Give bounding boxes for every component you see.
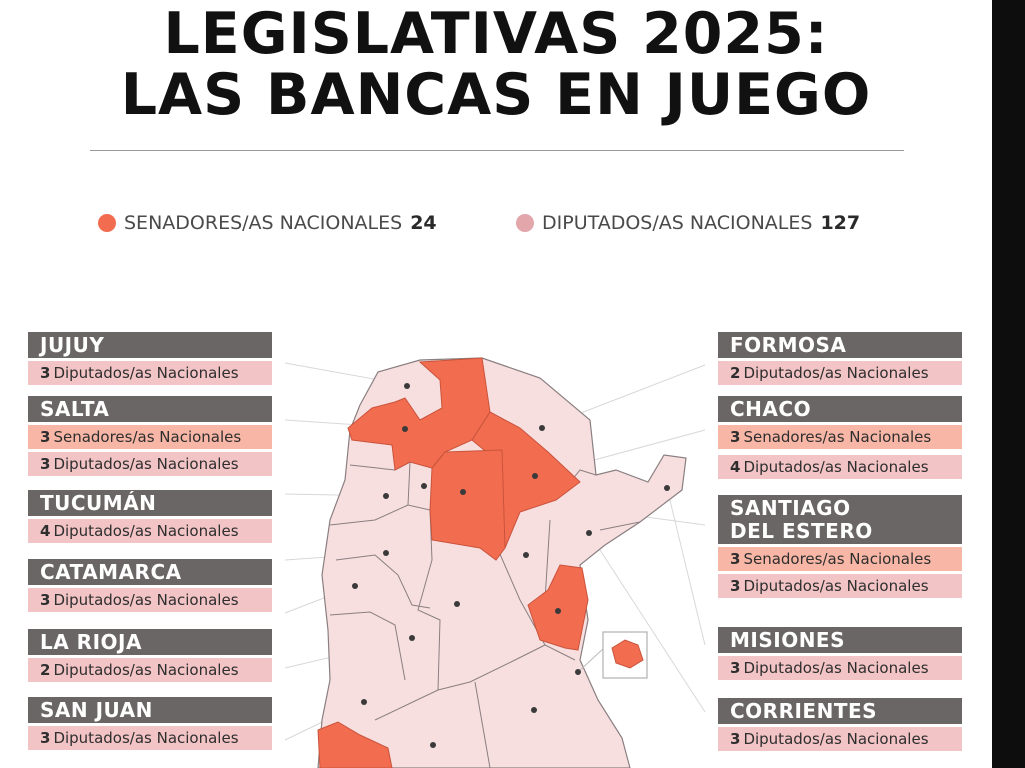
card-chaco-row-senadores: 3 Senadores/as Nacionales [718, 425, 962, 449]
label: Diputados/as Nacionales [743, 730, 929, 748]
label: Diputados/as Nacionales [53, 661, 239, 679]
legend-diputados: DIPUTADOS/AS NACIONALES 127 [516, 211, 860, 235]
caba-inset [577, 631, 648, 679]
card-santiago-row-senadores: 3 Senadores/as Nacionales [718, 547, 962, 571]
card-salta-row-senadores: 3 Senadores/as Nacionales [28, 425, 272, 449]
diputados-dot-icon [516, 214, 534, 232]
card-salta-row-diputados: 3 Diputados/as Nacionales [28, 452, 272, 476]
province-south-shape [317, 721, 393, 768]
title-divider [90, 150, 904, 151]
card-formosa-row-diputados: 2 Diputados/as Nacionales [718, 361, 962, 385]
card-formosa-header: FORMOSA [718, 332, 962, 358]
card-la-rioja-header: LA RIOJA [28, 629, 272, 655]
card-chaco: CHACO 3 Senadores/as Nacionales 4 Diputado… [718, 396, 962, 479]
card-la-rioja-row-diputados: 2 Diputados/as Nacionales [28, 658, 272, 682]
province-entre-rios-shape [527, 564, 589, 651]
count: 3 [40, 591, 51, 609]
capital-dots [352, 383, 670, 748]
senadores-dot-icon [98, 214, 116, 232]
card-salta: SALTA 3 Senadores/as Nacionales 3 Diputado… [28, 396, 272, 476]
count: 3 [730, 577, 741, 595]
card-salta-header: SALTA [28, 396, 272, 422]
label: Diputados/as Nacionales [53, 591, 239, 609]
count: 4 [730, 458, 741, 476]
right-edge-bar [992, 0, 1025, 768]
count: 2 [40, 661, 51, 679]
card-san-juan: SAN JUAN 3 Diputados/as Nacionales [28, 697, 272, 750]
card-tucuman: TUCUMÁN 4 Diputados/as Nacionales [28, 490, 272, 543]
province-chaco-shape [471, 411, 581, 549]
card-corrientes: CORRIENTES 3 Diputados/as Nacionales [718, 698, 962, 751]
card-chaco-header: CHACO [718, 396, 962, 422]
legend-diputados-total: 127 [820, 212, 861, 234]
title-line-2: LAS BANCAS EN JUEGO [120, 62, 872, 128]
count: 3 [40, 729, 51, 747]
count: 3 [40, 455, 51, 473]
label: Senadores/as Nacionales [743, 428, 932, 446]
card-tucuman-header: TUCUMÁN [28, 490, 272, 516]
title-line-1: LEGISLATIVAS 2025: [163, 1, 829, 67]
card-jujuy-header: JUJUY [28, 332, 272, 358]
card-jujuy-row-diputados: 3 Diputados/as Nacionales [28, 361, 272, 385]
card-san-juan-row-diputados: 3 Diputados/as Nacionales [28, 726, 272, 750]
count: 2 [730, 364, 741, 382]
card-formosa: FORMOSA 2 Diputados/as Nacionales [718, 332, 962, 385]
label: Diputados/as Nacionales [743, 577, 929, 595]
card-misiones-header: MISIONES [718, 627, 962, 653]
count: 3 [730, 659, 741, 677]
card-san-juan-header: SAN JUAN [28, 697, 272, 723]
label: Diputados/as Nacionales [743, 659, 929, 677]
label: Diputados/as Nacionales [53, 522, 239, 540]
card-corrientes-row-diputados: 3 Diputados/as Nacionales [718, 727, 962, 751]
card-corrientes-header: CORRIENTES [718, 698, 962, 724]
card-tucuman-row-diputados: 4 Diputados/as Nacionales [28, 519, 272, 543]
argentina-map [284, 357, 706, 768]
card-santiago-row-diputados: 3 Diputados/as Nacionales [718, 574, 962, 598]
count: 3 [730, 428, 741, 446]
card-misiones: MISIONES 3 Diputados/as Nacionales [718, 627, 962, 680]
legend-senadores: SENADORES/AS NACIONALES 24 [98, 211, 437, 235]
label: Senadores/as Nacionales [743, 550, 932, 568]
card-santiago-header-line1: SANTIAGO [730, 496, 851, 520]
card-santiago-header-line2: DEL ESTERO [730, 519, 873, 543]
count: 3 [40, 428, 51, 446]
label: Diputados/as Nacionales [743, 364, 929, 382]
card-catamarca: CATAMARCA 3 Diputados/as Nacionales [28, 559, 272, 612]
senate-provinces [317, 357, 589, 768]
count: 3 [730, 730, 741, 748]
label: Senadores/as Nacionales [53, 428, 242, 446]
card-chaco-row-diputados: 4 Diputados/as Nacionales [718, 455, 962, 479]
card-jujuy: JUJUY 3 Diputados/as Nacionales [28, 332, 272, 385]
legend-senadores-total: 24 [410, 212, 437, 234]
count: 3 [40, 364, 51, 382]
label: Diputados/as Nacionales [53, 364, 239, 382]
card-catamarca-header: CATAMARCA [28, 559, 272, 585]
label: Diputados/as Nacionales [53, 729, 239, 747]
legend-diputados-label: DIPUTADOS/AS NACIONALES [542, 212, 813, 234]
card-misiones-row-diputados: 3 Diputados/as Nacionales [718, 656, 962, 680]
card-santiago-del-estero: SANTIAGO DEL ESTERO 3 Senadores/as Nacion… [718, 495, 962, 598]
label: Diputados/as Nacionales [743, 458, 929, 476]
label: Diputados/as Nacionales [53, 455, 239, 473]
province-santiago-shape [429, 449, 506, 561]
legend-senadores-label: SENADORES/AS NACIONALES [124, 212, 403, 234]
count: 3 [730, 550, 741, 568]
card-catamarca-row-diputados: 3 Diputados/as Nacionales [28, 588, 272, 612]
count: 4 [40, 522, 51, 540]
card-la-rioja: LA RIOJA 2 Diputados/as Nacionales [28, 629, 272, 682]
card-santiago-header: SANTIAGO DEL ESTERO [718, 495, 962, 544]
